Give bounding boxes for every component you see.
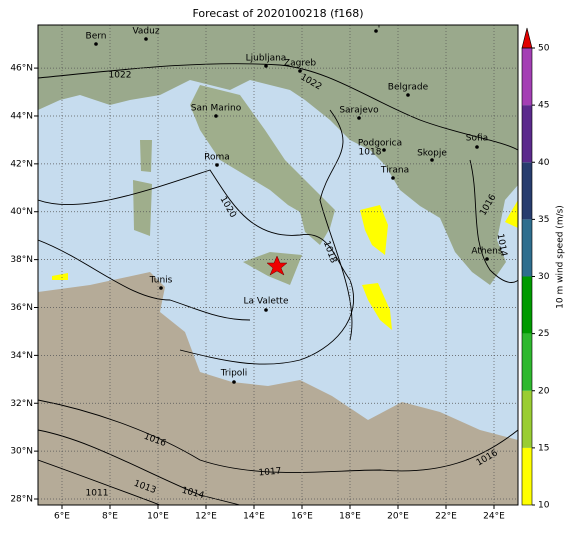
x-tick-label: 12°E	[195, 512, 217, 522]
city-dot	[94, 42, 98, 46]
city-dot	[232, 380, 236, 384]
city-label: Belgrade	[388, 83, 429, 93]
isobar-label: 1014	[495, 233, 509, 258]
colorbar-segment	[522, 276, 532, 334]
colorbar-tick-label: 30	[538, 272, 550, 282]
title: Forecast of 2020100218 (f168)	[192, 7, 363, 20]
land-sardinia	[133, 180, 152, 236]
isobar-label: 1017	[258, 467, 282, 479]
y-tick-label: 40°N	[10, 207, 33, 217]
isobar-label: 1011	[86, 489, 109, 499]
city-dot	[144, 37, 148, 41]
y-tick-label: 42°N	[10, 159, 33, 169]
colorbar-segment	[522, 162, 532, 220]
city-label: Podgorica	[358, 139, 402, 149]
city-label: Athens	[471, 247, 502, 257]
city-dot	[374, 29, 378, 33]
isobar-label: 1022	[109, 71, 132, 81]
colorbar-tick-label: 20	[538, 386, 550, 396]
city-dot	[214, 114, 218, 118]
city-dot	[264, 308, 268, 312]
city-label: Zagreb	[284, 59, 316, 69]
colorbar-tick-label: 15	[538, 443, 549, 453]
y-tick-label: 36°N	[10, 303, 33, 313]
x-tick-label: 18°E	[339, 512, 361, 522]
land-sicily	[243, 252, 302, 285]
city-dot	[298, 69, 302, 73]
y-tick-label: 38°N	[10, 255, 33, 265]
wind-patches	[52, 200, 518, 330]
city-label: Budapest	[355, 19, 398, 29]
y-tick-label: 34°N	[10, 351, 33, 361]
x-tick-label: 10°E	[147, 512, 169, 522]
city-label: La Valette	[244, 297, 289, 307]
colorbar-tick-label: 35	[538, 215, 549, 225]
city-label: Skopje	[417, 149, 447, 159]
x-tick-label: 6°E	[54, 512, 70, 522]
colorbar-label: 10 m wind speed (m/s)	[556, 205, 566, 309]
x-tick-label: 22°E	[435, 512, 457, 522]
x-tick-label: 8°E	[102, 512, 118, 522]
city-dot	[391, 176, 395, 180]
colorbar-segment	[522, 447, 532, 505]
city-dot	[430, 158, 434, 162]
isobars	[38, 63, 518, 505]
colorbar-segment	[522, 390, 532, 448]
city-dot	[357, 116, 361, 120]
y-tick-label: 44°N	[10, 111, 33, 121]
land-africa	[38, 272, 518, 505]
city-dot	[406, 93, 410, 97]
x-tick-label: 14°E	[243, 512, 265, 522]
colorbar-tick-label: 50	[538, 44, 550, 54]
city-dot	[159, 286, 163, 290]
city-label: Ljubljana	[246, 54, 287, 64]
y-tick-label: 28°N	[10, 495, 33, 505]
city-label: Bern	[86, 32, 107, 42]
land-europe	[38, 25, 518, 285]
city-dot	[485, 257, 489, 261]
city-label: Sofia	[466, 134, 488, 144]
city-dot	[264, 64, 268, 68]
x-tick-label: 24°E	[483, 512, 505, 522]
city-label: Roma	[204, 153, 230, 163]
city-label: Tirana	[380, 166, 409, 176]
colorbar-segment	[522, 333, 532, 391]
city-dot	[475, 145, 479, 149]
land-italy	[190, 85, 335, 245]
y-tick-label: 32°N	[10, 399, 33, 409]
location-star	[266, 255, 288, 276]
city-label: Sarajevo	[339, 106, 379, 116]
y-tick-label: 46°N	[10, 64, 33, 74]
city-label: Tripoli	[220, 369, 248, 379]
map-frame	[37, 24, 519, 506]
land-corsica	[140, 140, 152, 172]
colorbar-segment	[522, 105, 532, 163]
isobar-label: 1018	[359, 148, 382, 158]
y-tick-label: 30°N	[10, 447, 33, 457]
city-label: Vaduz	[132, 27, 159, 37]
city-label: San Marino	[191, 104, 242, 114]
colorbar-tick-label: 25	[538, 329, 549, 339]
colorbar-tick-label: 10	[538, 501, 550, 511]
city-dot	[382, 148, 386, 152]
colorbar-tick-label: 45	[538, 101, 549, 111]
x-tick-label: 16°E	[291, 512, 313, 522]
colorbar-tick-label: 40	[538, 158, 550, 168]
city-dot	[215, 163, 219, 167]
colorbar-segment	[522, 48, 532, 106]
city-label: Tunis	[149, 276, 173, 286]
colorbar-extend	[521, 27, 533, 49]
colorbar-segment	[522, 219, 532, 277]
x-tick-label: 20°E	[387, 512, 409, 522]
